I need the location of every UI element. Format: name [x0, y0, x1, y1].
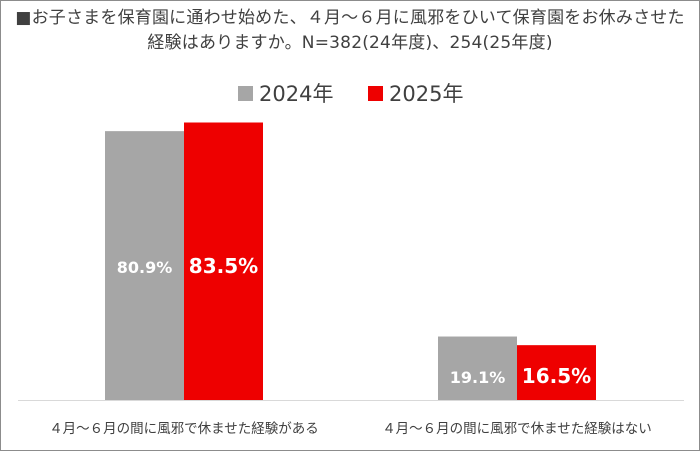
bars: 80.9% 83.5% 19.1% 16.5%: [105, 122, 596, 400]
category-label-2: ４月～６月の間に風邪で休ませた経験はない: [382, 421, 652, 437]
bar-2-1: [438, 336, 517, 400]
data-label-1-1: 80.9%: [117, 258, 173, 277]
legend-label-2: 2025年: [389, 82, 463, 106]
data-label-1-2: 83.5%: [189, 254, 258, 278]
data-label-2-1: 19.1%: [450, 368, 506, 387]
bar-1-1: [105, 131, 184, 400]
data-label-2-2: 16.5%: [522, 364, 591, 388]
legend-swatch-1: [238, 86, 253, 101]
category-labels: ４月～６月の間に風邪で休ませた経験がある ４月～６月の間に風邪で休ませた経験はない: [49, 421, 652, 437]
bar-2-2: [517, 345, 596, 400]
bar-1-2: [184, 122, 263, 400]
legend-label-1: 2024年: [259, 82, 333, 106]
chart-title: ■お子さまを保育園に通わせ始めた、４月～６月に風邪をひいて保育園をお休みさせた経…: [15, 8, 685, 53]
legend-swatch-2: [368, 86, 383, 101]
legend: 2024年 2025年: [238, 82, 463, 106]
category-label-1: ４月～６月の間に風邪で休ませた経験がある: [49, 421, 319, 437]
